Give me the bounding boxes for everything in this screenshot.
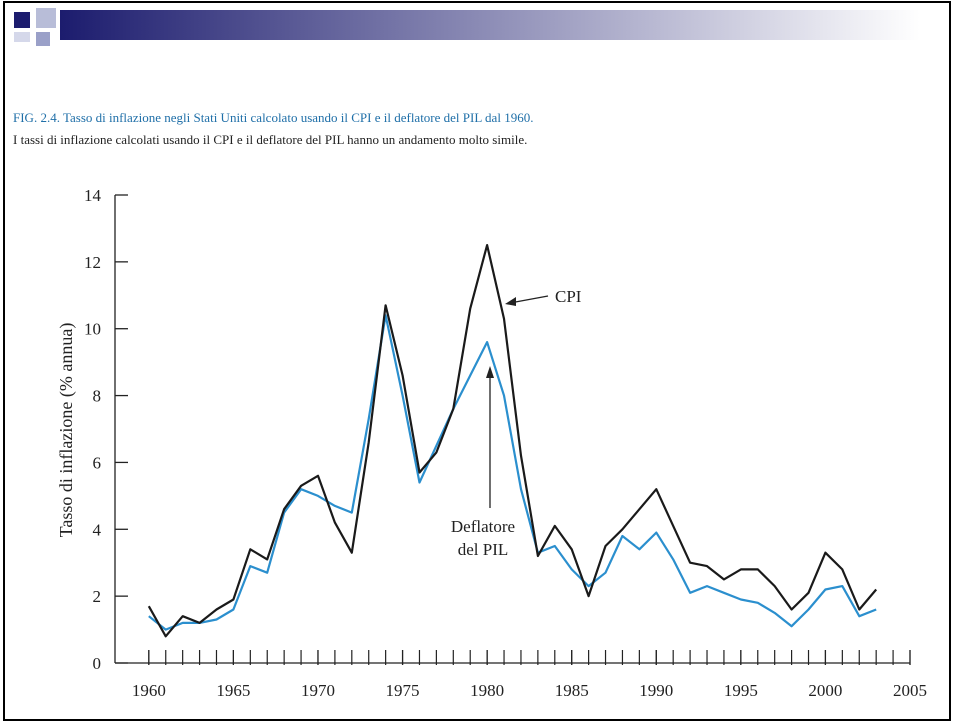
header-bar bbox=[60, 10, 920, 40]
decor-square bbox=[36, 8, 56, 28]
y-tick-label: 14 bbox=[84, 186, 102, 205]
x-tick-label: 1995 bbox=[724, 681, 758, 700]
series-label: Deflatore del PIL bbox=[451, 517, 515, 559]
y-tick-label: 10 bbox=[84, 320, 101, 339]
x-tick-label: 1985 bbox=[555, 681, 589, 700]
decor-square bbox=[14, 32, 30, 42]
line-series bbox=[147, 244, 878, 638]
line-series bbox=[148, 314, 877, 631]
y-tick-label: 4 bbox=[93, 520, 102, 539]
y-tick-label: 8 bbox=[93, 387, 102, 406]
x-tick-label: 2005 bbox=[893, 681, 927, 700]
x-tick-label: 1975 bbox=[386, 681, 420, 700]
x-tick-label: 1990 bbox=[639, 681, 673, 700]
decor-square bbox=[14, 12, 30, 28]
chart-title: FIG. 2.4. Tasso di inflazione negli Stat… bbox=[13, 110, 533, 125]
x-tick-label: 1970 bbox=[301, 681, 335, 700]
slide-border bbox=[3, 1, 951, 721]
y-tick-label: 6 bbox=[93, 453, 102, 472]
series-label: CPI bbox=[555, 287, 582, 306]
annotation-arrow bbox=[509, 295, 549, 304]
y-tick-label: 2 bbox=[93, 587, 102, 606]
arrow-head bbox=[486, 366, 494, 378]
arrow-head bbox=[505, 297, 516, 306]
decor-square bbox=[36, 32, 50, 46]
chart-subtitle: I tassi di inflazione calcolati usando i… bbox=[13, 132, 527, 147]
x-tick-label: 1960 bbox=[132, 681, 166, 700]
x-tick-label: 2000 bbox=[808, 681, 842, 700]
y-tick-label: 12 bbox=[84, 253, 101, 272]
y-axis-label: Tasso di inflazione (% annua) bbox=[56, 323, 77, 538]
x-tick-label: 1965 bbox=[216, 681, 250, 700]
x-tick-label: 1980 bbox=[470, 681, 504, 700]
y-tick-label: 0 bbox=[93, 654, 102, 673]
